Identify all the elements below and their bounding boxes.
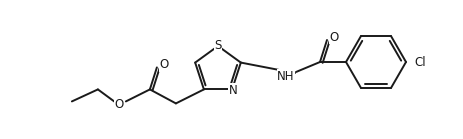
- Text: N: N: [228, 84, 237, 97]
- Text: O: O: [159, 58, 168, 71]
- Text: NH: NH: [277, 70, 294, 83]
- Text: S: S: [214, 39, 221, 52]
- Text: Cl: Cl: [413, 55, 425, 69]
- Text: O: O: [114, 98, 123, 111]
- Text: O: O: [329, 30, 338, 44]
